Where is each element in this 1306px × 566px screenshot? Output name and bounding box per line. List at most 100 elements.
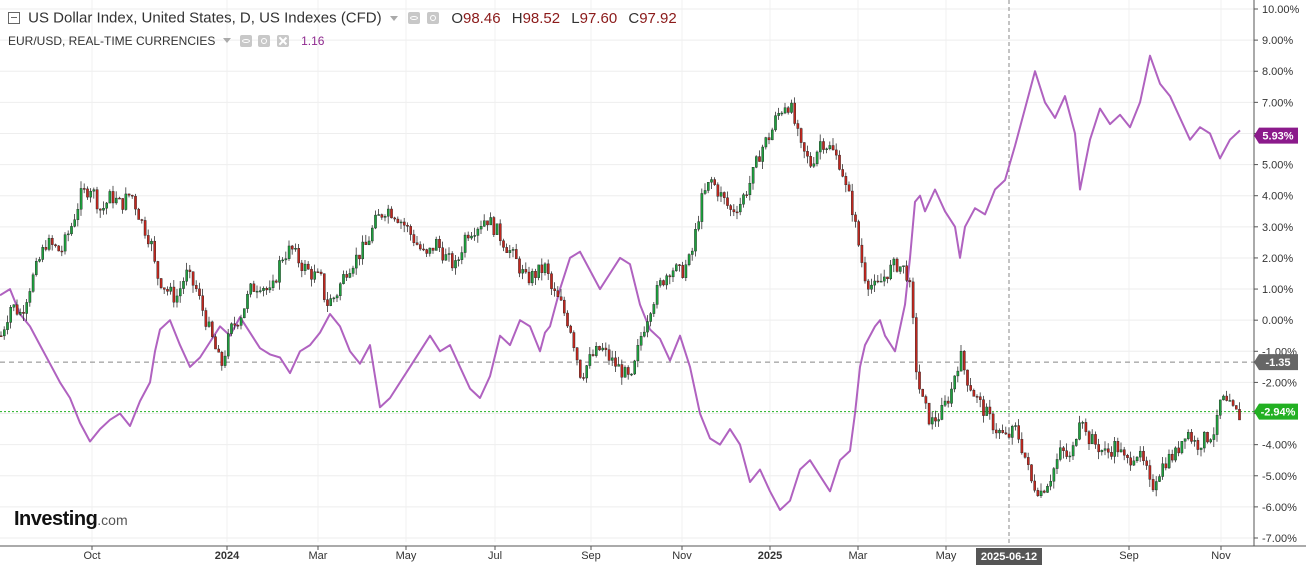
candle-body [460, 252, 464, 260]
candle-body [937, 419, 940, 422]
candle-body [335, 295, 339, 299]
candle-body [419, 244, 422, 250]
x-tick-label: May [936, 550, 957, 562]
candle-body [1145, 460, 1148, 466]
second-series-value: 1.16 [301, 33, 325, 48]
candle-body [82, 188, 86, 190]
main-series-title: US Dollar Index, United States, D, US In… [28, 9, 382, 27]
candle-body [697, 221, 700, 230]
candle-body [271, 280, 275, 288]
candle-body [1158, 476, 1161, 482]
candle-body [979, 396, 982, 400]
candle-body [118, 197, 121, 200]
y-axis-tick-labels: 10.00%9.00%8.00%7.00%6.00%5.00%4.00%3.00… [1254, 4, 1300, 545]
candle-body [991, 413, 995, 431]
candle-body [242, 308, 246, 319]
candle-body [902, 265, 905, 267]
candle-body [1161, 463, 1164, 477]
crosshair-value-badge: -1.35 [1265, 357, 1290, 369]
candle-body [924, 396, 928, 404]
candle-body [956, 370, 960, 377]
candle-body [812, 163, 816, 167]
close-icon[interactable] [276, 34, 289, 47]
chevron-down-icon[interactable] [222, 38, 231, 44]
candle-body [1110, 452, 1113, 457]
candle-body [601, 347, 604, 351]
candle-body [1106, 448, 1110, 453]
candle-body [863, 262, 867, 282]
candle-body [44, 247, 48, 250]
candle-body [1222, 395, 1225, 401]
candle-body [556, 290, 560, 297]
candle-body [1148, 465, 1152, 480]
candle-body [553, 288, 556, 291]
candle-body [383, 216, 387, 218]
candle-body [889, 264, 892, 280]
logo-name: Investing [14, 508, 98, 530]
candle-body [415, 242, 419, 245]
candle-body [678, 264, 681, 266]
candle-body [499, 223, 502, 241]
x-tick-label: 2025 [758, 550, 782, 562]
candle-body [393, 217, 397, 220]
candle-body [406, 225, 409, 227]
candle-body [25, 302, 29, 314]
candle-body [284, 258, 288, 261]
candle-body [444, 254, 448, 261]
candle-body [886, 276, 889, 280]
candle-body [451, 253, 454, 269]
candle-body [575, 347, 579, 361]
candle-body [716, 184, 720, 197]
candle-body [1042, 490, 1046, 493]
candle-body [310, 268, 313, 280]
candle-body [838, 154, 841, 170]
close-label: C [628, 9, 640, 27]
gear-icon[interactable] [258, 34, 271, 47]
candle-body [851, 190, 854, 216]
candle-body [1113, 441, 1116, 457]
visibility-icon[interactable] [240, 34, 253, 47]
candle-body [521, 269, 524, 274]
candle-body [534, 271, 537, 278]
candle-body [223, 355, 227, 366]
chevron-down-icon[interactable] [389, 15, 398, 21]
candle-body [598, 346, 601, 351]
collapse-icon[interactable] [8, 12, 20, 25]
candle-body [479, 226, 483, 230]
candle-body [723, 192, 726, 198]
candle-body [194, 285, 198, 290]
x-tick-label: 2024 [215, 550, 240, 562]
eurusd-last-badge: 5.93% [1262, 131, 1293, 143]
candle-body [1017, 425, 1020, 440]
candle-body [1100, 450, 1104, 453]
candle-body [435, 238, 438, 251]
candle-body [441, 247, 445, 261]
candle-body [531, 271, 534, 284]
gear-icon[interactable] [427, 12, 440, 25]
candle-body [252, 283, 256, 292]
visibility-icon[interactable] [407, 12, 420, 25]
candle-body [1177, 447, 1180, 454]
candle-body [156, 261, 160, 279]
x-tick-label: May [396, 550, 417, 562]
candle-body [143, 220, 147, 236]
candle-body [102, 208, 105, 211]
candle-body [1119, 449, 1123, 453]
candle-body [671, 270, 675, 278]
candle-body [867, 280, 870, 290]
dxy-candlestick-series [0, 97, 1241, 499]
y-tick-label: 10.00% [1262, 4, 1300, 16]
candle-body [1154, 481, 1158, 491]
candle-body [582, 377, 585, 379]
y-tick-label: 0.00% [1262, 315, 1293, 327]
candle-body [1090, 434, 1094, 445]
candle-body [742, 194, 745, 205]
candle-body [585, 365, 588, 379]
candle-body [815, 151, 819, 165]
candle-body [124, 193, 128, 210]
candle-body [201, 295, 205, 311]
candle-body [1081, 422, 1084, 424]
candle-body [428, 247, 432, 254]
candle-body [339, 283, 342, 296]
